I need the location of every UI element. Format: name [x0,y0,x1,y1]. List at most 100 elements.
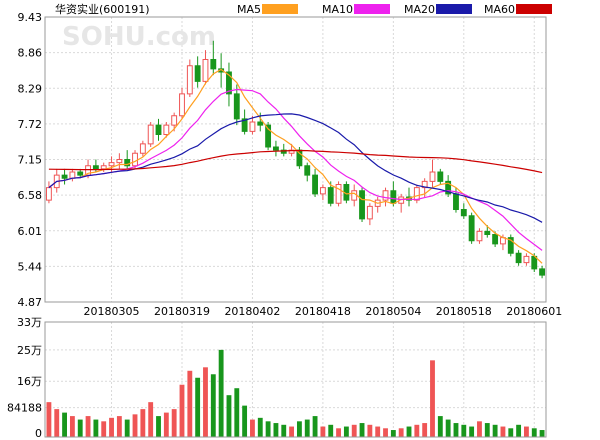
volume-bar [140,409,146,437]
ma20-line [48,113,543,223]
volume-bar [453,423,459,437]
candlestick [507,234,514,257]
candlestick [460,203,467,219]
volume-bar [69,416,75,437]
ma10-line [48,88,543,251]
candlestick [147,122,154,147]
volume-bar [320,426,326,437]
candle-body-down [437,171,444,182]
volume-bar [492,424,498,437]
price-y-tick-label: 6.58 [18,189,43,202]
volume-bar [85,416,91,437]
candle-body-up [108,162,115,167]
candlestick [124,150,131,169]
candlestick [77,168,84,179]
candlestick [241,109,248,135]
volume-bar [163,412,169,437]
candle-body-up [523,255,530,264]
date-tick-label: 20180518 [436,305,492,318]
volume-bar [273,423,279,437]
volume-bar [469,426,475,437]
candlestick [210,40,217,76]
ma5-line [48,68,543,264]
volume-bar [250,419,255,437]
candlestick [280,143,287,157]
candlestick [437,168,444,185]
candle-body-down [531,255,538,270]
candle-body-down [226,71,232,95]
candlestick [445,175,452,197]
volume-bar [226,395,232,437]
candle-body-down [327,187,334,204]
volume-bar [383,428,388,437]
candle-body-up [116,159,123,164]
ma-legend: MA5 MA10 MA20 MA60 [237,3,552,16]
candlestick [468,212,475,244]
candle-body-up [413,187,420,201]
candle-body-up [249,121,256,132]
candle-body-up [421,180,428,189]
candle-body-up [45,187,52,201]
candlestick [413,184,420,204]
volume-bar [265,421,271,437]
price-y-tick-label: 6.01 [18,225,43,238]
volume-bar [445,419,451,437]
date-tick-label: 20180601 [506,305,562,318]
candlestick [155,118,162,141]
price-y-tick-label: 4.87 [18,296,43,309]
volume-bar [156,416,161,437]
candle-body-up [139,143,146,154]
volume-bar [234,388,240,437]
candle-body-up [163,124,170,135]
volume-bar [257,417,263,437]
candlestick [233,84,240,126]
volume-bar [359,423,365,437]
volume-bar [367,424,373,437]
volume-bar [195,377,201,437]
volume-bar [508,428,514,437]
candlestick [226,62,232,107]
volume-bar [500,426,506,437]
candle-body-down [539,268,546,276]
volume-bar [430,360,435,437]
date-tick-label: 20180305 [84,305,140,318]
volume-bar [516,424,522,437]
candlestick [476,228,483,244]
candlestick [492,231,499,247]
stock-title: 华资实业(600191) [55,2,150,16]
legend-swatch-ma5 [262,4,298,14]
volume-bar [539,430,545,437]
candle-body-down [61,174,68,179]
candlestick [429,159,436,188]
candlestick [179,87,185,119]
candle-body-down [484,230,491,235]
candlestick [186,59,193,97]
candle-body-down [304,165,311,176]
candle-body-down [124,159,131,167]
candle-body-up [186,65,193,95]
candle-body-down [233,93,240,120]
volume-bar [437,416,443,437]
watermark: SOHU.com [62,22,216,52]
candle-body-down [155,124,162,135]
candle-body-down [273,146,279,151]
ma60-line [48,149,543,174]
volume-bar [328,424,334,437]
volume-bar [524,426,529,437]
volume-y-axis: 33万 25万 16万 84188 0 [7,316,42,440]
candle-body-up [382,190,389,201]
candle-body-up [100,165,107,170]
volume-bar [398,428,404,437]
price-y-tick-label: 7.15 [18,154,43,167]
candle-body-down [257,121,264,126]
volume-bar [132,414,138,437]
legend-label-ma5: MA5 [237,3,261,16]
price-y-tick-label: 9.43 [18,11,43,24]
legend-swatch-ma10 [354,4,390,14]
candle-body-down [460,209,467,217]
candle-body-up [132,152,138,167]
candlestick [194,56,201,88]
volume-bar [461,424,467,437]
candle-body-down [92,165,99,170]
